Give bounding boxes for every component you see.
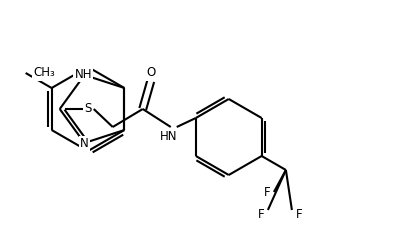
Text: F: F xyxy=(263,186,270,198)
Text: NH: NH xyxy=(75,68,92,80)
Text: HN: HN xyxy=(160,131,178,143)
Text: F: F xyxy=(296,208,302,222)
Text: CH₃: CH₃ xyxy=(33,66,55,80)
Text: F: F xyxy=(258,208,264,222)
Text: N: N xyxy=(80,138,89,150)
Text: S: S xyxy=(84,102,91,116)
Text: O: O xyxy=(146,66,155,80)
